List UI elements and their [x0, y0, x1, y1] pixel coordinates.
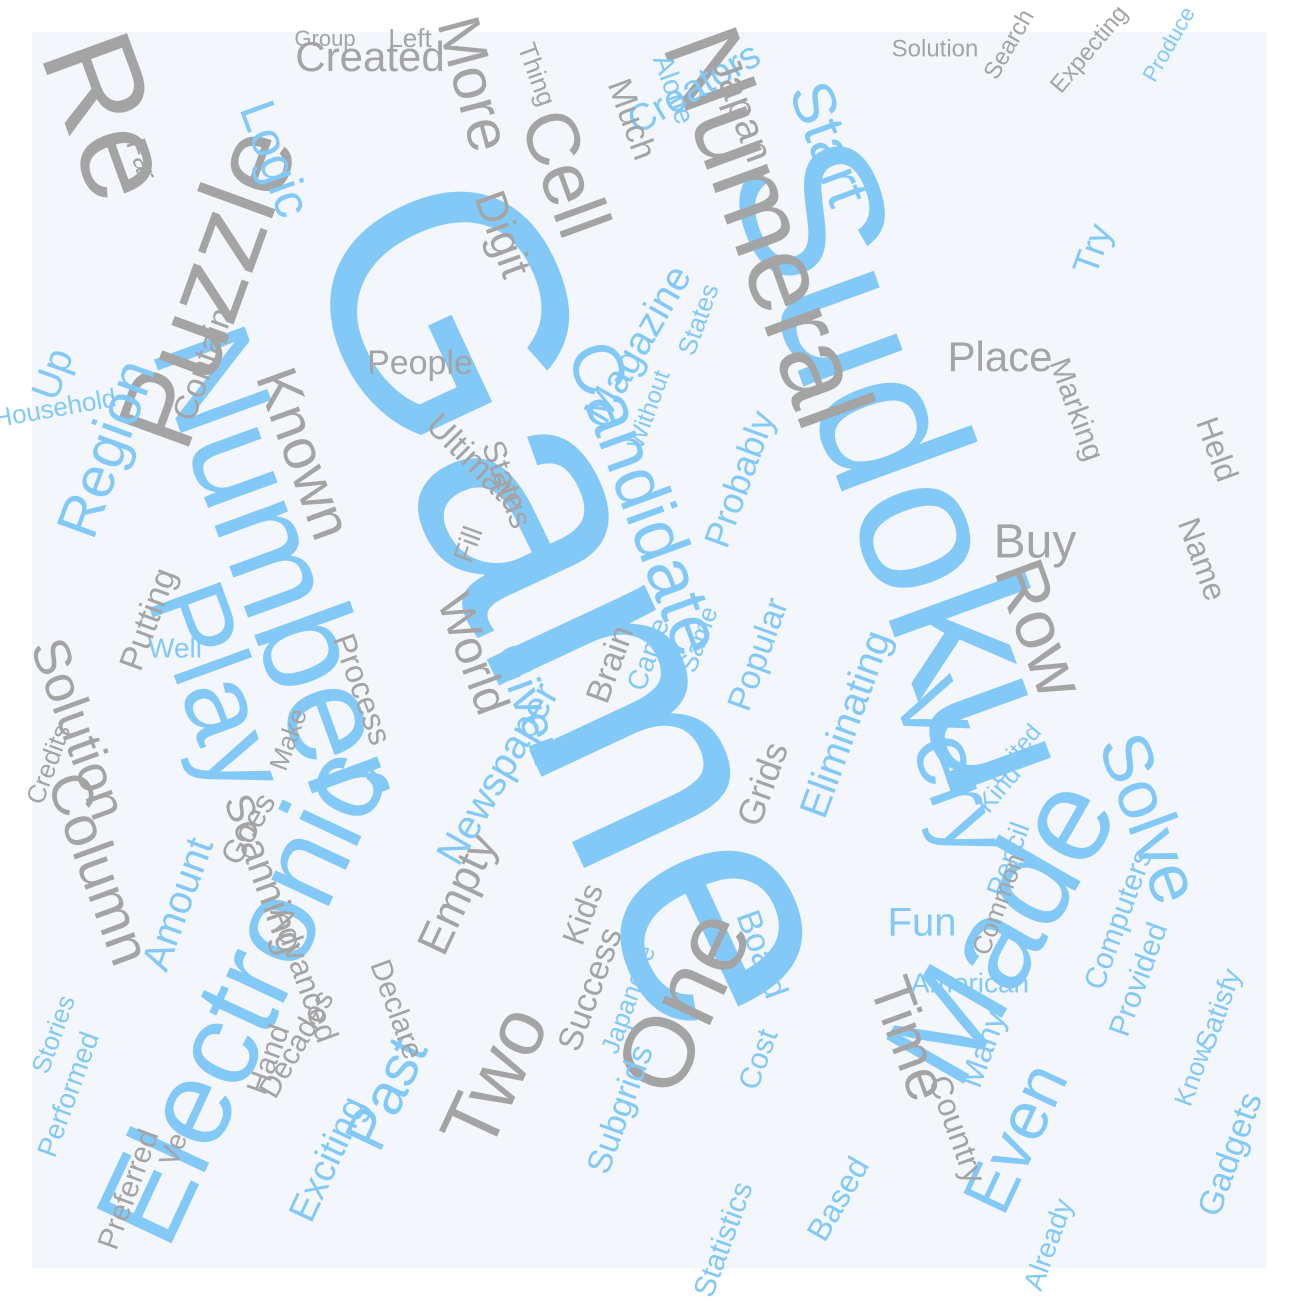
- background: [32, 32, 1267, 1268]
- word: Group: [294, 26, 355, 51]
- word: Created: [295, 33, 444, 80]
- word: American: [911, 967, 1029, 998]
- word: Place: [947, 333, 1052, 380]
- word: People: [367, 344, 473, 382]
- word: Left: [388, 23, 432, 53]
- word: Solution: [892, 35, 979, 62]
- word: Buy: [994, 516, 1077, 569]
- word: Fun: [888, 901, 957, 945]
- word: Well: [148, 632, 202, 663]
